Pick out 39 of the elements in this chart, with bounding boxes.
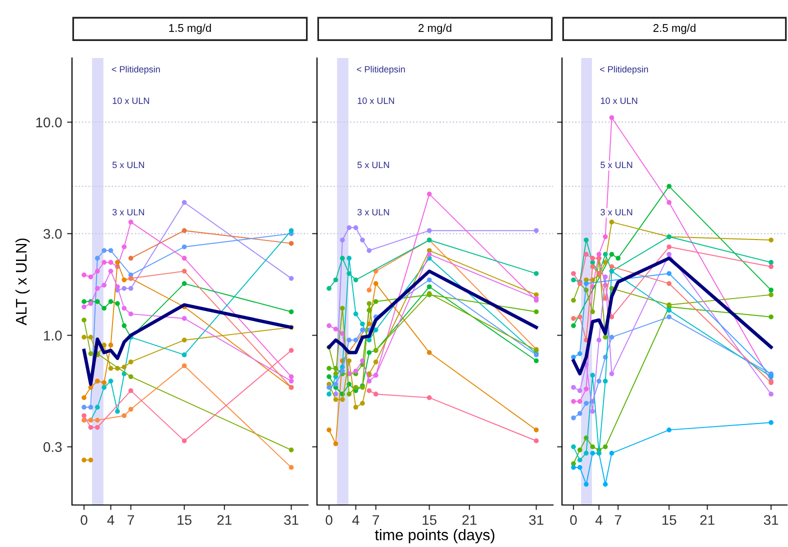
ref-line-label: 10 x ULN — [358, 98, 394, 104]
x-tick-label: 4 — [595, 515, 602, 525]
x-tick-label: 21 — [462, 515, 476, 525]
x-tick-label: 4 — [107, 515, 114, 525]
x-tick-label: 15 — [422, 515, 436, 525]
y-axis-title: ALT ( x ULN) — [15, 238, 30, 326]
chart-title: 1.5 mg/d — [169, 24, 211, 34]
ref-line-label: 5 x ULN — [600, 162, 632, 168]
x-tick-label: 7 — [614, 515, 622, 525]
ref-line-label: 10 x ULN — [600, 98, 638, 104]
chart-title: 2 mg/d — [418, 24, 452, 34]
ref-line-label: 3 x ULN — [112, 209, 144, 216]
ref-line-label: 3 x ULN — [600, 209, 632, 216]
x-tick-label: 7 — [128, 515, 134, 525]
x-tick-label: 0 — [570, 515, 577, 525]
x-tick-label: 15 — [662, 515, 676, 525]
x-tick-label: 0 — [326, 515, 332, 525]
ref-line-label: 5 x ULN — [357, 162, 389, 168]
x-tick-label: 31 — [764, 515, 778, 525]
y-tick-label: 1.0 — [44, 330, 62, 341]
x-tick-label: 4 — [352, 515, 360, 525]
x-tick-label: 21 — [700, 515, 714, 525]
band-label: < Plitidepsin — [600, 66, 648, 74]
x-tick-label: 21 — [217, 515, 232, 525]
ref-line-label: 3 x ULN — [357, 209, 389, 216]
y-tick-label: 0.3 — [44, 442, 62, 452]
y-tick-label: 3.0 — [44, 228, 62, 239]
x-tick-label: 15 — [178, 515, 192, 525]
x-axis-title: time points (days) — [374, 529, 494, 544]
ref-line-label: 10 x ULN — [112, 98, 150, 104]
ref-line-label: 5 x ULN — [112, 162, 144, 168]
x-tick-label: 7 — [372, 515, 379, 525]
x-tick-label: 0 — [80, 515, 88, 525]
band-label: < Plitidepsin — [112, 66, 160, 74]
x-tick-label: 31 — [284, 515, 298, 525]
x-tick-label: 31 — [529, 515, 544, 525]
band-label: < Plitidepsin — [356, 66, 405, 74]
chart-title: 2.5 mg/d — [653, 24, 696, 34]
y-tick-label: 10.0 — [36, 118, 62, 128]
